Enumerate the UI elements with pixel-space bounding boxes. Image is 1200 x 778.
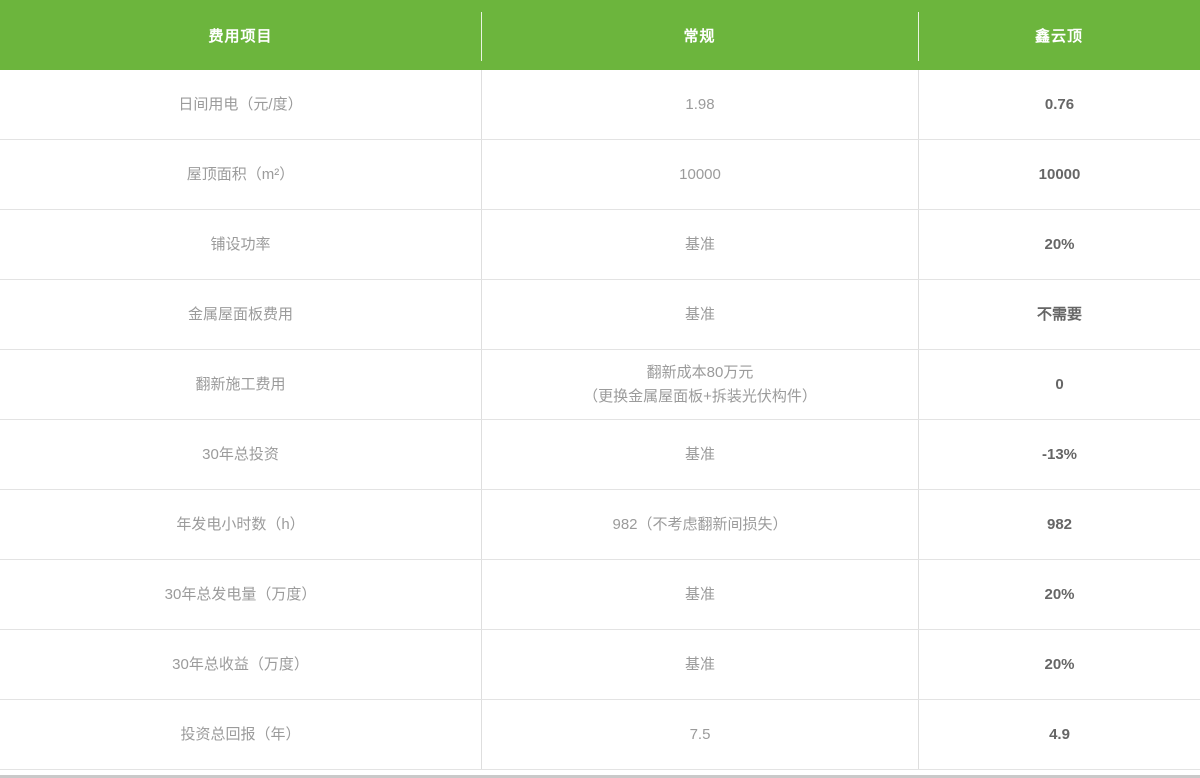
cell-regular: 基准: [481, 560, 918, 629]
header-cell-xinyunding: 鑫云顶: [1034, 27, 1083, 45]
table-row: 屋顶面积（m²） 10000 10000: [0, 140, 1200, 210]
cell-xinyunding: -13%: [918, 420, 1200, 489]
table-row: 铺设功率 基准 20%: [0, 210, 1200, 280]
cell-fee-item: 日间用电（元/度）: [178, 95, 303, 113]
cell-xinyunding: 4.9: [918, 700, 1200, 769]
cell-regular: 982（不考虑翻新间损失）: [481, 490, 918, 559]
cell-fee-item: 屋顶面积（m²）: [186, 165, 295, 183]
cell-fee-item: 年发电小时数（h）: [176, 515, 305, 533]
header-divider: [918, 12, 919, 61]
cell-xinyunding: 20%: [918, 560, 1200, 629]
cell-xinyunding: 20%: [918, 210, 1200, 279]
table-row: 翻新施工费用 翻新成本80万元 （更换金属屋面板+拆装光伏构件） 0: [0, 350, 1200, 420]
cell-fee-item: 投资总回报（年）: [180, 725, 301, 743]
table-row: 日间用电（元/度） 1.98 0.76: [0, 70, 1200, 140]
cell-regular: 基准: [481, 420, 918, 489]
cell-fee-item: 翻新施工费用: [195, 375, 286, 393]
table-body: 日间用电（元/度） 1.98 0.76 屋顶面积（m²） 10000 10000…: [0, 70, 1200, 770]
cell-regular: 7.5: [481, 700, 918, 769]
cell-regular: 基准: [481, 630, 918, 699]
table-header: 费用项目 常规 鑫云顶: [0, 0, 1200, 70]
header-divider: [481, 12, 482, 61]
table-row: 30年总发电量（万度） 基准 20%: [0, 560, 1200, 630]
cell-regular: 基准: [481, 280, 918, 349]
cell-fee-item: 30年总发电量（万度）: [164, 585, 317, 603]
table-row: 30年总投资 基准 -13%: [0, 420, 1200, 490]
page-bottom-edge: [0, 775, 1200, 778]
table-row: 投资总回报（年） 7.5 4.9: [0, 700, 1200, 770]
cell-xinyunding: 20%: [918, 630, 1200, 699]
cell-fee-item: 铺设功率: [210, 235, 271, 253]
cell-fee-item: 30年总收益（万度）: [172, 655, 309, 673]
cell-regular: 1.98: [481, 70, 918, 139]
cell-regular: 10000: [481, 140, 918, 209]
cell-xinyunding: 0.76: [918, 70, 1200, 139]
cell-xinyunding: 982: [918, 490, 1200, 559]
cell-fee-item: 金属屋面板费用: [187, 305, 293, 323]
cell-xinyunding: 不需要: [918, 280, 1200, 349]
table-row: 金属屋面板费用 基准 不需要: [0, 280, 1200, 350]
header-cell-fee-item: 费用项目: [208, 27, 273, 45]
cell-regular: 翻新成本80万元 （更换金属屋面板+拆装光伏构件）: [481, 350, 918, 419]
table-row: 年发电小时数（h） 982（不考虑翻新间损失） 982: [0, 490, 1200, 560]
cell-xinyunding: 10000: [918, 140, 1200, 209]
cell-fee-item: 30年总投资: [202, 445, 279, 463]
cell-xinyunding: 0: [918, 350, 1200, 419]
cell-regular: 基准: [481, 210, 918, 279]
header-cell-regular: 常规: [683, 27, 716, 45]
table-row: 30年总收益（万度） 基准 20%: [0, 630, 1200, 700]
